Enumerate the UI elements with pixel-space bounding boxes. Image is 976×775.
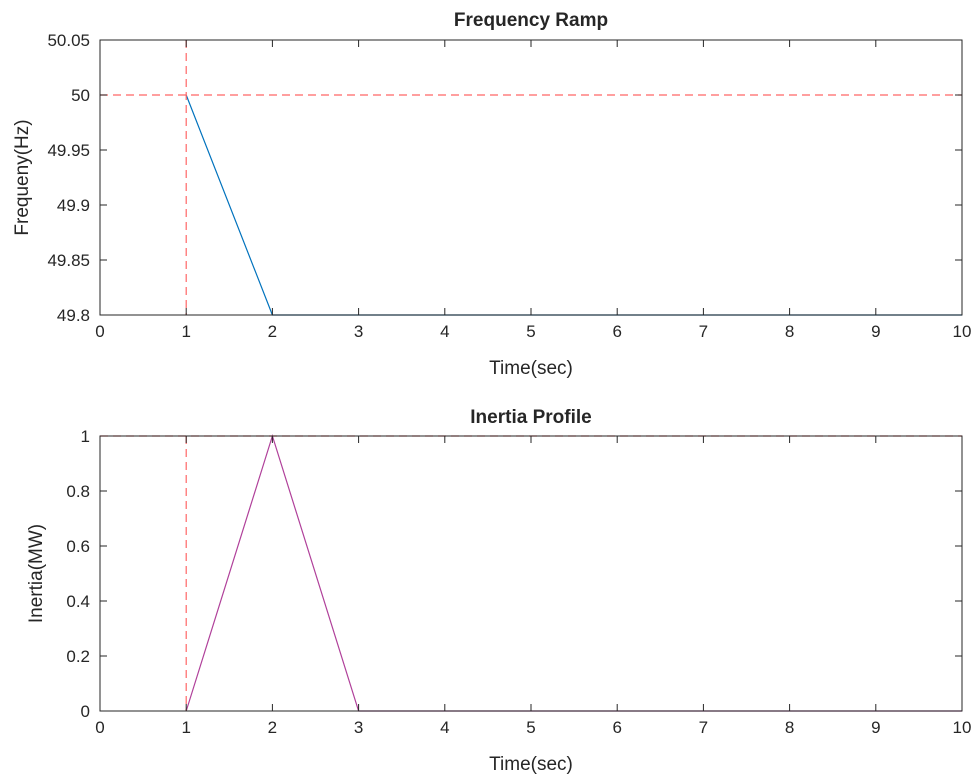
y-tick-label: 49.85: [47, 251, 90, 270]
y-tick-label: 49.9: [57, 196, 90, 215]
chart-1: 0 1 2 3 4 5 6 7 8 9 10 49.8 49.85 49.9 49.95 50 50.05 Fre…: [12, 10, 971, 379]
x-tick-label: 6: [612, 322, 621, 341]
x-tick-label: 2: [268, 322, 277, 341]
x-tick-label: 5: [526, 718, 535, 737]
x-axis-label: Time(sec): [489, 358, 573, 379]
chart-title: Frequency Ramp: [454, 10, 608, 31]
y-tick-label: 0: [81, 702, 90, 721]
y-axis-label: Frequeny(Hz): [12, 119, 33, 235]
x-tick-label: 2: [268, 718, 277, 737]
x-tick-label: 4: [440, 718, 449, 737]
chart-2: 0 1 2 3 4 5 6 7 8 9 10 0 0.2 0.4 0.6 0.8 1 Inertia Profil…: [26, 407, 971, 775]
y-tick-label: 50.05: [47, 31, 90, 50]
y-tick-label: 0.2: [66, 647, 90, 666]
x-tick-label: 0: [95, 718, 104, 737]
x-tick-label: 7: [699, 718, 708, 737]
x-tick-label: 10: [953, 718, 972, 737]
x-tick-label: 0: [95, 322, 104, 341]
y-tick-label: 1: [81, 427, 90, 446]
x-tick-label: 8: [785, 718, 794, 737]
x-tick-label: 8: [785, 322, 794, 341]
x-axis-label: Time(sec): [489, 754, 573, 775]
x-tick-label: 3: [354, 718, 363, 737]
y-tick-label: 49.95: [47, 141, 90, 160]
y-tick-label: 49.8: [57, 306, 90, 325]
y-tick-label: 0.6: [66, 537, 90, 556]
plot-area: [100, 436, 962, 711]
x-tick-label: 4: [440, 322, 449, 341]
x-tick-label: 1: [181, 322, 190, 341]
x-tick-label: 3: [354, 322, 363, 341]
y-tick-label: 0.4: [66, 592, 90, 611]
chart-title: Inertia Profile: [470, 407, 591, 428]
plot-area: [100, 40, 962, 315]
x-tick-label: 1: [181, 718, 190, 737]
y-tick-label: 0.8: [66, 482, 90, 501]
y-axis-label: Inertia(MW): [26, 524, 47, 623]
x-tick-label: 9: [871, 718, 880, 737]
x-tick-label: 5: [526, 322, 535, 341]
x-tick-label: 7: [699, 322, 708, 341]
y-tick-label: 50: [71, 86, 90, 105]
x-tick-label: 9: [871, 322, 880, 341]
x-tick-label: 10: [953, 322, 972, 341]
x-tick-label: 6: [612, 718, 621, 737]
